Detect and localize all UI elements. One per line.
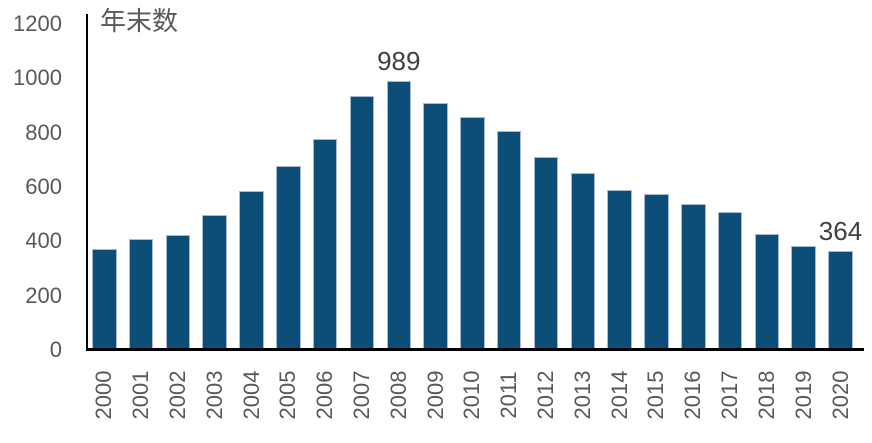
- bar-2013: [570, 172, 596, 350]
- x-tick-label-2003: 2003: [201, 370, 227, 420]
- y-tick-label-800: 800: [25, 119, 62, 145]
- bar-2014: [607, 189, 632, 350]
- bar-2003: [202, 214, 227, 350]
- bar-2000: [92, 249, 117, 350]
- bar-2018: [754, 233, 780, 350]
- x-tick-label-2007: 2007: [348, 370, 374, 420]
- bar-2011: [496, 131, 522, 350]
- x-tick-label-2019: 2019: [790, 370, 816, 420]
- x-tick-label-2000: 2000: [91, 370, 117, 420]
- x-tick-label-2004: 2004: [238, 370, 264, 420]
- x-tick-label-2009: 2009: [422, 370, 448, 420]
- x-tick-label-2012: 2012: [533, 370, 559, 420]
- y-tick-label-1000: 1000: [13, 65, 62, 91]
- data-label-2020: 364: [818, 216, 863, 247]
- bar-2012: [533, 157, 559, 350]
- x-tick-label-2002: 2002: [164, 370, 190, 420]
- data-label-2008: 989: [377, 46, 421, 77]
- x-tick-label-2011: 2011: [496, 371, 522, 419]
- x-tick-label-2016: 2016: [680, 370, 706, 420]
- x-tick-label-2017: 2017: [717, 370, 743, 420]
- bar-2016: [681, 203, 706, 350]
- x-tick-label-2010: 2010: [459, 370, 485, 420]
- bar-2017: [717, 211, 743, 350]
- bar-2007: [349, 95, 375, 350]
- bar-2010: [460, 117, 485, 350]
- y-tick-label-200: 200: [25, 282, 62, 308]
- bar-2005: [276, 165, 301, 350]
- bar-2008: [386, 81, 412, 350]
- y-tick-label-1200: 1200: [13, 11, 62, 36]
- x-axis-line: [86, 348, 864, 351]
- y-axis-line: [86, 14, 88, 351]
- x-tick-label-2020: 2020: [827, 370, 853, 420]
- x-tick-label-2013: 2013: [569, 370, 595, 420]
- x-tick-label-2018: 2018: [753, 370, 779, 420]
- bar-2004: [239, 191, 264, 350]
- y-tick-label-400: 400: [25, 228, 62, 254]
- x-tick-label-2001: 2001: [128, 370, 154, 420]
- axis-title: 年末数: [100, 6, 179, 36]
- x-tick-label-2014: 2014: [606, 370, 632, 420]
- bar-2002: [165, 234, 191, 350]
- bar-2019: [791, 246, 816, 350]
- x-tick-label-2005: 2005: [275, 370, 301, 420]
- bar-2006: [312, 138, 338, 350]
- bar-2015: [644, 193, 669, 350]
- x-tick-label-2006: 2006: [312, 370, 338, 420]
- y-tick-label-0: 0: [49, 337, 62, 362]
- bar-2020: [828, 251, 853, 350]
- x-tick-label-2015: 2015: [643, 370, 669, 420]
- bar-2001: [128, 239, 154, 350]
- x-tick-label-2008: 2008: [385, 370, 411, 420]
- bar-2009: [423, 103, 448, 350]
- y-tick-label-600: 600: [25, 174, 62, 199]
